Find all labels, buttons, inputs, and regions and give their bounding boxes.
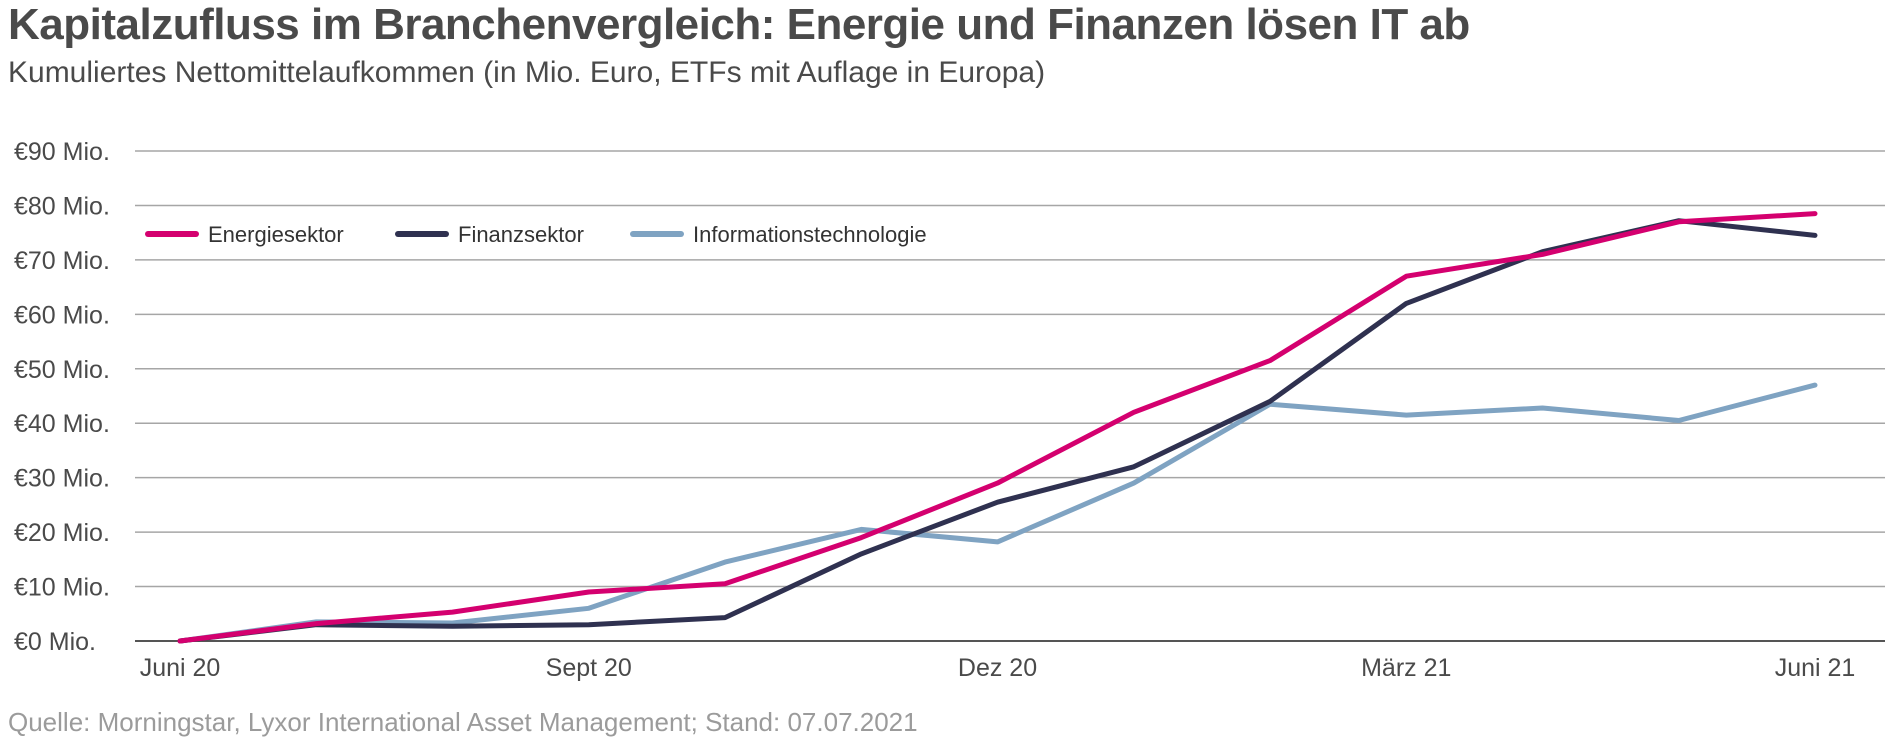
chart-title: Kapitalzufluss im Branchenvergleich: Ene… — [8, 0, 1470, 49]
legend-label: Informationstechnologie — [693, 222, 927, 247]
series-line-energiesektor — [177, 211, 1818, 644]
legend-item-informationstechnologie: Informationstechnologie — [630, 222, 927, 247]
x-tick-label: Dez 20 — [958, 654, 1037, 682]
y-tick-label: €80 Mio. — [14, 192, 110, 220]
y-tick-label: €50 Mio. — [14, 356, 110, 384]
y-tick-label: €90 Mio. — [14, 138, 110, 166]
legend: Energiesektor Finanzsektor Informationstec… — [145, 222, 927, 247]
x-tick-label: März 21 — [1361, 654, 1451, 682]
series-lines — [177, 211, 1818, 644]
x-tick-label: Juni 20 — [140, 654, 221, 682]
legend-item-finanzsektor: Finanzsektor — [395, 222, 584, 247]
chart-subtitle: Kumuliertes Nettomittelaufkommen (in Mio… — [8, 56, 1046, 89]
gridlines — [135, 150, 1885, 642]
series-line-finanzsektor — [177, 218, 1818, 644]
series-line-informationstechnologie — [177, 382, 1818, 644]
y-tick-label: €70 Mio. — [14, 247, 110, 275]
line-chart: €0 Mio. €10 Mio. €20 Mio. €30 Mio. €40 Mio. €… — [14, 138, 1885, 682]
y-tick-label: €10 Mio. — [14, 574, 110, 602]
x-axis-ticks: Juni 20 Sept 20 Dez 20 März 21 Juni 21 — [140, 654, 1856, 682]
x-tick-label: Juni 21 — [1775, 654, 1856, 682]
y-tick-label: €60 Mio. — [14, 301, 110, 329]
y-tick-label: €30 Mio. — [14, 465, 110, 493]
y-tick-label: €0 Mio. — [14, 628, 96, 656]
source-note: Quelle: Morningstar, Lyxor International… — [8, 707, 918, 737]
y-tick-label: €20 Mio. — [14, 519, 110, 547]
legend-label: Finanzsektor — [458, 222, 584, 247]
legend-label: Energiesektor — [208, 222, 344, 247]
y-tick-label: €40 Mio. — [14, 410, 110, 438]
y-axis-ticks: €0 Mio. €10 Mio. €20 Mio. €30 Mio. €40 Mio. €… — [14, 138, 110, 656]
x-tick-label: Sept 20 — [546, 654, 632, 682]
legend-item-energiesektor: Energiesektor — [145, 222, 344, 247]
